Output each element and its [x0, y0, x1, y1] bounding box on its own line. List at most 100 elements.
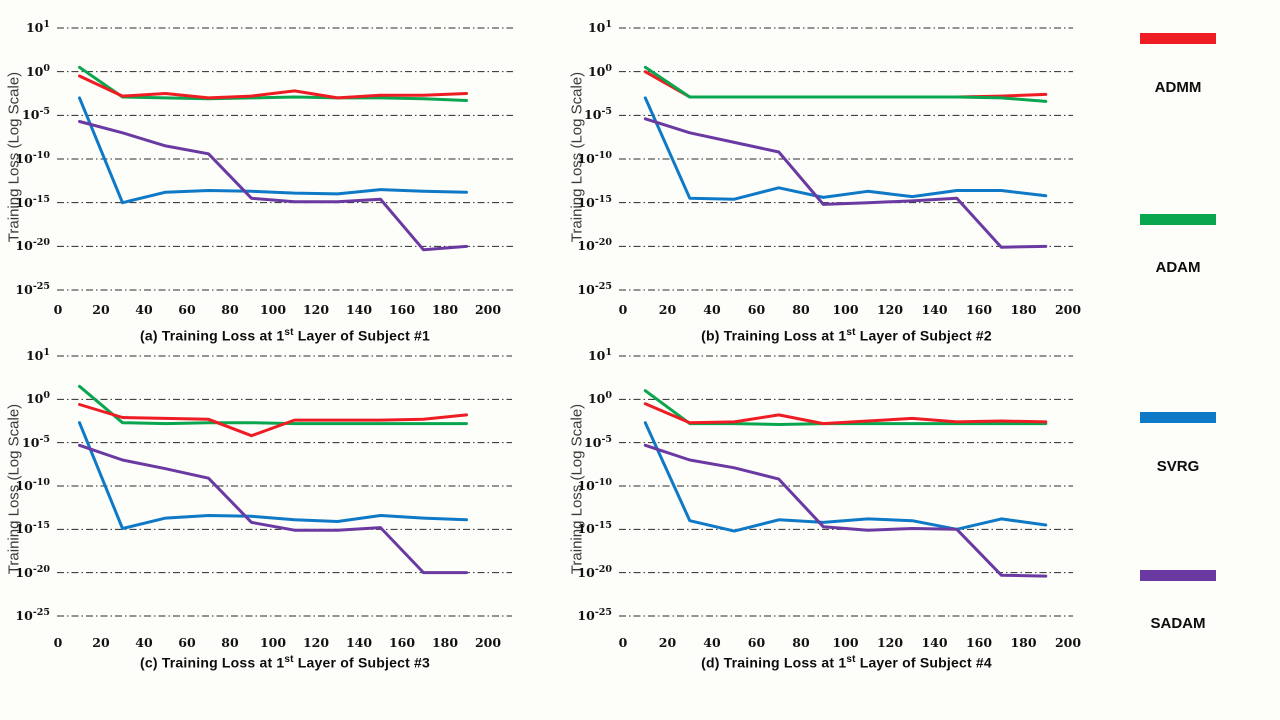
y-tick-label: 10-20 [15, 237, 50, 254]
x-tick-label: 180 [1010, 635, 1037, 650]
x-tick-label: 0 [53, 302, 63, 317]
series-adam-a [78, 65, 468, 102]
x-tick-label: 160 [965, 302, 993, 317]
y-tick-label: 10-5 [22, 106, 50, 123]
series-adam-d [643, 389, 1048, 426]
x-tick-label: 120 [302, 635, 330, 650]
x-tick-label: 160 [388, 635, 416, 650]
series-admm-c [78, 403, 468, 438]
y-tick-label: 10-15 [577, 193, 612, 210]
legend-svrg-label: SVRG [1156, 458, 1200, 475]
x-tick-label: 40 [703, 302, 721, 317]
x-tick-label: 100 [259, 635, 287, 650]
x-tick-label: 200 [1054, 302, 1082, 317]
x-tick-label: 20 [658, 635, 677, 650]
y-tick-label: 10-5 [584, 433, 612, 450]
x-tick-label: 120 [876, 302, 904, 317]
x-tick-label: 80 [221, 302, 239, 317]
y-tick-label: 10-15 [577, 520, 612, 537]
y-tick-label: 10-5 [22, 433, 50, 450]
y-tick-label: 101 [587, 19, 612, 36]
series-adam-b [643, 65, 1048, 103]
y-tick-label: 10-5 [584, 106, 612, 123]
x-tick-label: 60 [178, 635, 196, 650]
series-admm-d [643, 402, 1048, 426]
x-tick-label: 180 [431, 302, 459, 317]
x-tick-label: 40 [135, 635, 153, 650]
x-tick-label: 200 [1054, 635, 1082, 650]
x-tick-label: 180 [1010, 302, 1037, 317]
x-tick-label: 140 [345, 302, 373, 317]
subplot-b-caption: (b) Training Loss at 1st Layer of Subjec… [701, 327, 992, 344]
x-tick-label: 60 [178, 302, 196, 317]
y-tick-label: 10-25 [577, 281, 612, 298]
x-tick-label: 0 [618, 302, 628, 317]
series-sadam-d [643, 443, 1048, 578]
x-tick-label: 40 [135, 302, 153, 317]
legend-sadam-swatch [1140, 570, 1216, 581]
y-tick-label: 100 [587, 390, 612, 407]
y-tick-label: 10-20 [577, 563, 612, 580]
x-tick-label: 140 [921, 302, 948, 317]
x-tick-label: 100 [259, 302, 287, 317]
y-tick-label: 10-25 [15, 281, 50, 298]
legend-admm-swatch [1140, 33, 1216, 44]
y-tick-label: 10-15 [15, 520, 50, 537]
x-tick-label: 80 [792, 302, 810, 317]
x-tick-label: 20 [658, 302, 677, 317]
subplot-c-caption: (c) Training Loss at 1st Layer of Subjec… [139, 654, 430, 671]
series-svrg-b [643, 96, 1048, 201]
x-tick-label: 160 [388, 302, 416, 317]
x-tick-label: 40 [703, 635, 721, 650]
legend-adam-label: ADAM [1155, 259, 1201, 276]
x-tick-label: 200 [474, 635, 502, 650]
x-tick-label: 100 [832, 302, 859, 317]
x-tick-label: 20 [92, 635, 110, 650]
y-tick-label: 10-10 [15, 150, 50, 167]
x-tick-label: 100 [832, 635, 859, 650]
x-tick-label: 20 [92, 302, 110, 317]
x-tick-label: 0 [618, 635, 628, 650]
y-tick-label: 101 [25, 19, 50, 36]
series-svrg-c [78, 421, 468, 530]
y-tick-label: 10-10 [15, 476, 50, 494]
series-svrg-d [643, 421, 1048, 533]
x-tick-label: 80 [792, 635, 810, 650]
subplot-a-caption: (a) Training Loss at 1st Layer of Subjec… [139, 327, 430, 344]
y-tick-label: 10-20 [15, 563, 50, 580]
series-admm-a [78, 74, 468, 100]
x-tick-label: 140 [345, 635, 373, 650]
x-tick-label: 180 [431, 635, 459, 650]
y-tick-label: 100 [25, 62, 50, 79]
y-tick-label: 10-25 [577, 606, 612, 624]
series-svrg-a [78, 96, 468, 205]
x-tick-label: 80 [221, 635, 239, 650]
series-sadam-a [78, 120, 468, 252]
legend-sadam-label: SADAM [1150, 615, 1206, 632]
x-tick-label: 140 [921, 635, 948, 650]
legend-adam-swatch [1140, 214, 1216, 225]
legend-svrg-swatch [1140, 412, 1216, 423]
x-tick-label: 200 [474, 302, 502, 317]
x-tick-label: 60 [747, 302, 766, 317]
series-sadam-c [78, 443, 468, 575]
y-tick-label: 10-15 [15, 193, 50, 210]
x-tick-label: 60 [747, 635, 766, 650]
series-sadam-b [643, 117, 1048, 249]
x-tick-label: 120 [876, 635, 904, 650]
legend-admm-label: ADMM [1154, 79, 1202, 96]
subplot-d-caption: (d) Training Loss at 1st Layer of Subjec… [701, 654, 992, 671]
y-tick-label: 10-10 [577, 150, 612, 167]
y-tick-label: 100 [587, 62, 612, 79]
series-admm-b [643, 70, 1048, 99]
y-tick-label: 101 [587, 347, 612, 364]
y-tick-label: 10-10 [577, 476, 612, 494]
y-tick-label: 100 [25, 390, 50, 407]
x-tick-label: 160 [965, 635, 993, 650]
x-tick-label: 0 [53, 635, 63, 650]
y-tick-label: 10-20 [577, 237, 612, 254]
series-adam-c [78, 384, 468, 426]
y-tick-label: 101 [25, 347, 50, 364]
